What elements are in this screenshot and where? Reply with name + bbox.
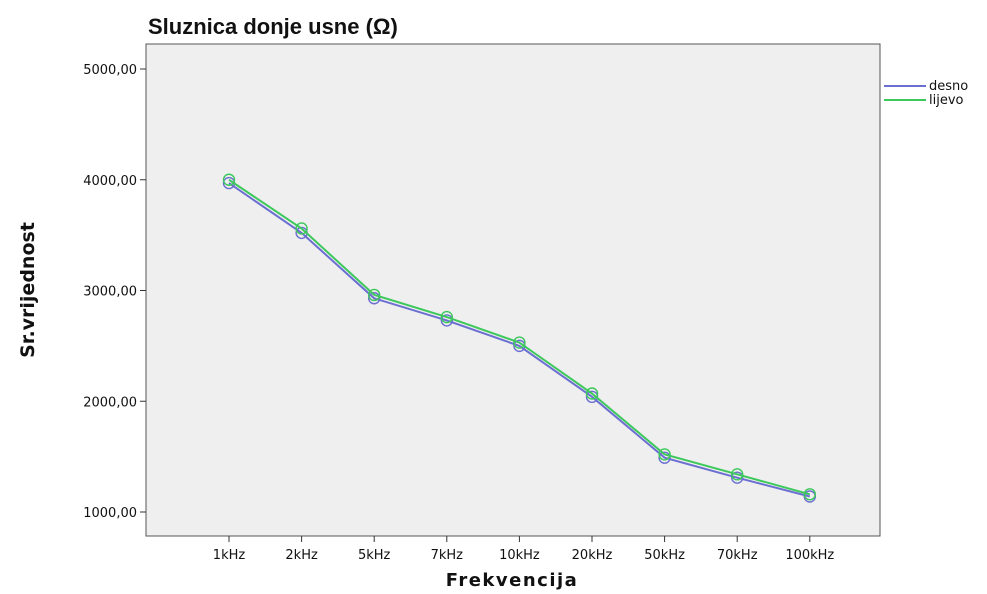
data-point-lijevo (368, 288, 381, 302)
x-axis-title: Frekvencija (446, 570, 579, 591)
x-tick-label: 10kHz (499, 548, 540, 563)
series-lijevo (222, 173, 816, 501)
x-tick-label: 5kHz (358, 548, 391, 563)
data-point-lijevo (513, 336, 526, 349)
data-point-desno (731, 471, 744, 484)
data-point-lijevo (803, 488, 816, 501)
data-point-desno (368, 292, 381, 305)
x-tick-label: 70kHz (717, 548, 758, 563)
x-tick-label: 2kHz (285, 548, 318, 563)
x-tick-label: 50kHz (644, 548, 685, 563)
plot-area (145, 43, 881, 537)
legend-label-lijevo: lijevo (929, 93, 964, 108)
data-point-lijevo (658, 448, 671, 461)
y-tick-label: 4000,00 (83, 174, 137, 189)
x-tick-label: 100kHz (785, 548, 834, 563)
chart-title: Sluznica donje usne (Ω) (148, 14, 398, 39)
data-point-lijevo (295, 222, 308, 235)
y-tick-label: 3000,00 (83, 285, 137, 300)
series-line-lijevo (228, 178, 811, 496)
y-tick-label: 2000,00 (83, 395, 137, 410)
x-tick-label: 20kHz (572, 548, 613, 563)
y-tick-label: 5000,00 (83, 63, 137, 78)
x-tick-label: 7kHz (431, 548, 464, 563)
series-line-desno (228, 182, 811, 498)
x-tick-label: 1kHz (213, 548, 246, 563)
legend-label-desno: desno (929, 79, 968, 94)
data-point-lijevo (440, 310, 453, 324)
data-point-lijevo (585, 387, 599, 400)
y-axis-title: Sr.vrijednost (17, 222, 39, 358)
series-layer (222, 173, 816, 503)
y-tick-label: 1000,00 (83, 506, 137, 521)
x-axis: 1kHz 2kHz 5kHz 7kHz 10kHz 20kHz 50kHz 70kHz 100k… (213, 536, 834, 563)
data-point-lijevo (731, 468, 744, 481)
y-axis: 1000,00 2000,00 3000,00 4000,00 5000,00 (83, 63, 146, 521)
data-point-desno (440, 314, 453, 327)
data-point-desno (658, 451, 671, 464)
data-point-lijevo (222, 173, 236, 186)
